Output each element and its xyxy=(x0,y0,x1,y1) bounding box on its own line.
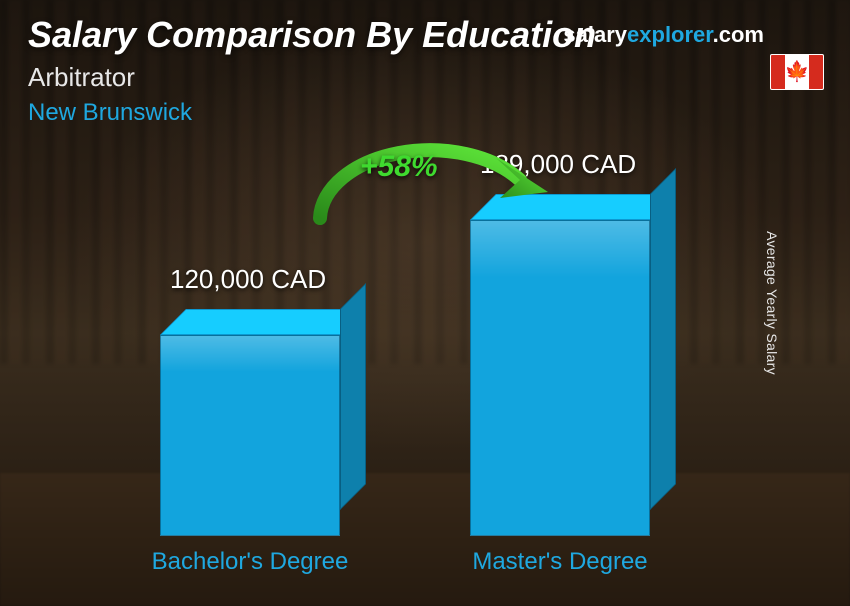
flag-band-right xyxy=(809,55,823,89)
bar-bachelors xyxy=(160,335,340,536)
region-label: New Brunswick xyxy=(28,99,596,127)
bar-label-bachelors: Bachelor's Degree xyxy=(140,548,360,576)
y-axis-label: Average Yearly Salary xyxy=(764,231,780,375)
bar-value-bachelors: 120,000 CAD xyxy=(170,264,326,295)
flag-band-left xyxy=(771,55,785,89)
percent-increase-badge: +58% xyxy=(360,150,438,184)
bar-front-face xyxy=(470,220,650,536)
page-title: Salary Comparison By Education xyxy=(28,14,596,56)
title-block: Salary Comparison By Education Arbitrato… xyxy=(28,14,596,127)
bar-label-masters: Master's Degree xyxy=(450,548,670,576)
bar-side-face xyxy=(650,168,676,510)
bar-top-face xyxy=(160,309,366,335)
watermark-part1: salary xyxy=(563,22,627,47)
job-title: Arbitrator xyxy=(28,62,596,93)
bar-front-face xyxy=(160,335,340,536)
maple-leaf-icon: 🍁 xyxy=(785,62,810,82)
watermark-suffix: .com xyxy=(713,22,764,47)
watermark-part2: explorer xyxy=(627,22,713,47)
infographic-canvas: Salary Comparison By Education Arbitrato… xyxy=(0,0,850,606)
bar-masters xyxy=(470,220,650,536)
watermark: salaryexplorer.com xyxy=(563,22,764,48)
canada-flag-icon: 🍁 xyxy=(770,54,824,90)
bar-side-face xyxy=(340,283,366,510)
